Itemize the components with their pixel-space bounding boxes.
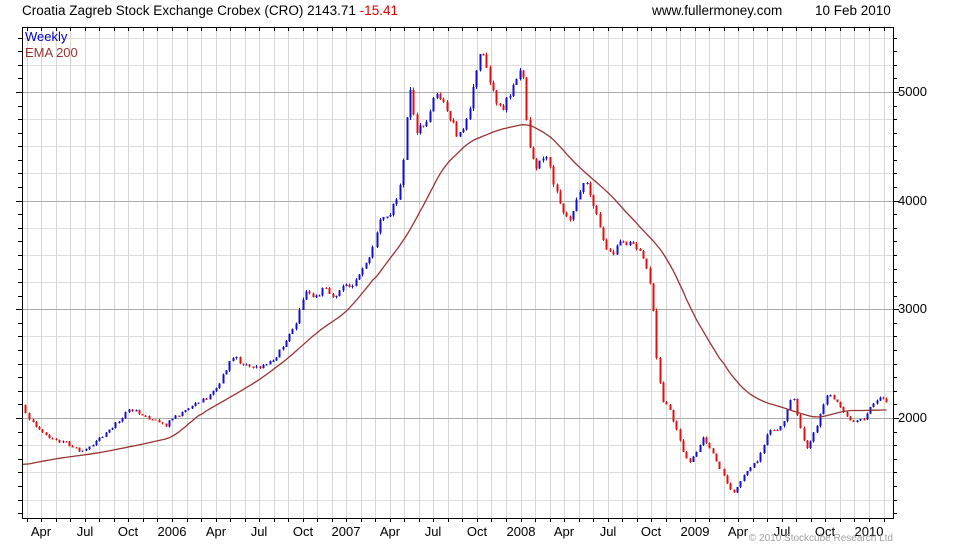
- plot-border: [16, 27, 899, 522]
- x-axis-label: Apr: [30, 524, 52, 539]
- y-axis-label: 4000: [898, 193, 927, 208]
- x-axis-label: 2007: [331, 524, 361, 539]
- x-axis-label: 2009: [680, 524, 710, 539]
- x-axis-label: Oct: [640, 524, 662, 539]
- y-axis-label: 2000: [898, 410, 927, 425]
- x-axis-label: Jul: [76, 524, 94, 539]
- copyright-notice: © 2010 Stockcube Research Ltd: [748, 533, 893, 544]
- x-axis-label: Apr: [727, 524, 749, 539]
- x-axis-label: Oct: [466, 524, 488, 539]
- x-axis-label: Jul: [773, 524, 791, 539]
- x-axis-label: Oct: [292, 524, 314, 539]
- x-axis-label: Jul: [424, 524, 442, 539]
- website-watermark: www.fullermoney.com: [652, 3, 783, 18]
- price-change: -15.41: [359, 3, 398, 18]
- y-axis-label: 5000: [898, 84, 927, 99]
- x-axis-label: Apr: [553, 524, 575, 539]
- x-axis-label: 2006: [157, 524, 187, 539]
- y-axis-label: 3000: [898, 301, 927, 316]
- instrument-title: Croatia Zagreb Stock Exchange Crobex (CR…: [22, 3, 356, 18]
- ema-line: [22, 124, 887, 466]
- candles-weekly: [22, 52, 888, 494]
- x-axis-label: Jul: [599, 524, 617, 539]
- legend-weekly: Weekly: [25, 29, 68, 44]
- x-axis-label: Jul: [250, 524, 268, 539]
- gridlines: [22, 27, 893, 518]
- x-axis-label: 2008: [506, 524, 536, 539]
- legend-ema-200: EMA 200: [25, 45, 78, 60]
- x-axis-label: Apr: [205, 524, 227, 539]
- x-axis-label: Oct: [814, 524, 836, 539]
- chart-date: 10 Feb 2010: [815, 3, 891, 18]
- x-axis-label: Oct: [117, 524, 139, 539]
- x-axis-label: 2010: [854, 524, 884, 539]
- page-title: Croatia Zagreb Stock Exchange Crobex (CR…: [22, 3, 398, 18]
- x-axis-label: Apr: [379, 524, 401, 539]
